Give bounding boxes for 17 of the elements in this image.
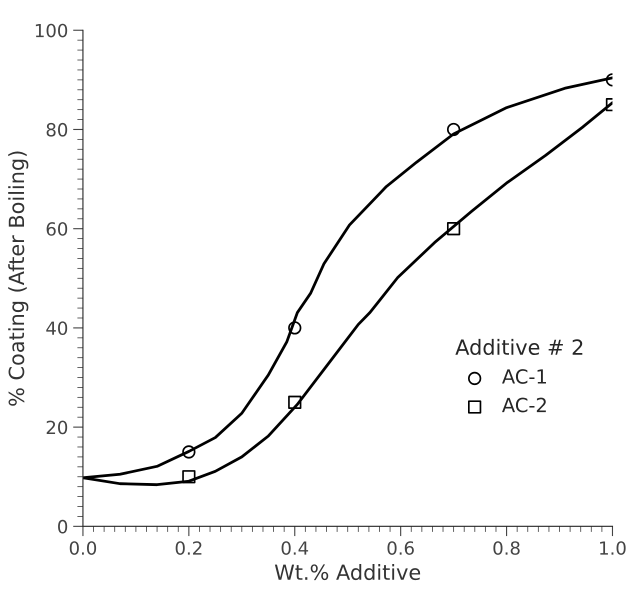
x-tick-label: 0.4: [282, 541, 308, 555]
y-tick-label: 20: [46, 420, 68, 434]
y-tick-label: 100: [36, 24, 68, 38]
y-tick-label: 40: [46, 321, 68, 336]
y-tick-label: 60: [46, 222, 68, 236]
x-tick-label: 0.8: [493, 541, 520, 555]
y-tick-label: 0: [58, 520, 68, 534]
x-axis-title: Wt.% Additive: [274, 564, 420, 580]
legend-label: AC-1: [502, 369, 546, 384]
x-tick-label: 0.6: [388, 541, 414, 555]
legend-title: Additive # 2: [455, 338, 582, 356]
legend-label: AC-2: [502, 398, 546, 412]
x-tick-label: 0.2: [176, 541, 202, 555]
x-tick-label: 0.0: [70, 541, 96, 555]
y-axis-title: % Coating (After Boiling): [8, 151, 28, 406]
x-tick-label: 1.0: [600, 541, 626, 555]
y-tick-label: 80: [46, 122, 68, 137]
